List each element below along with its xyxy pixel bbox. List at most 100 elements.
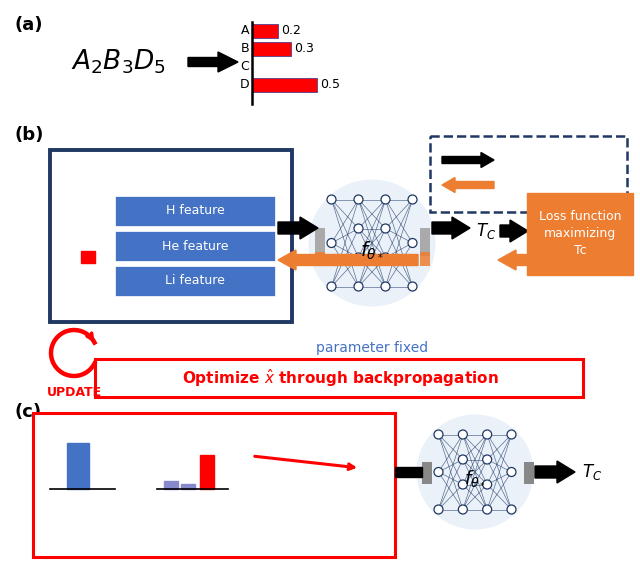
Text: Li feature: Li feature: [165, 275, 225, 288]
Bar: [252, 78, 317, 92]
Text: (a): (a): [14, 16, 42, 34]
Circle shape: [408, 239, 417, 247]
Text: $A_2B_3D_5$: $A_2B_3D_5$: [70, 48, 166, 77]
Bar: [420, 252, 430, 266]
Text: $\hat{x}_{opt}$: $\hat{x}_{opt}$: [201, 419, 235, 445]
Polygon shape: [432, 217, 470, 239]
Circle shape: [458, 505, 467, 514]
Circle shape: [354, 282, 363, 291]
Ellipse shape: [308, 179, 435, 307]
Text: D: D: [239, 78, 249, 91]
Bar: [422, 462, 432, 484]
Circle shape: [483, 505, 492, 514]
Bar: [181, 484, 195, 489]
Bar: [164, 481, 178, 489]
Circle shape: [507, 505, 516, 514]
Text: Loss function
maximizing
Tc: Loss function maximizing Tc: [539, 211, 621, 258]
Bar: [200, 455, 214, 489]
Text: H: H: [65, 200, 74, 214]
Text: B: B: [241, 42, 249, 55]
Text: Fixed: Fixed: [64, 508, 102, 521]
Text: A: A: [241, 25, 249, 38]
Text: +: +: [125, 460, 145, 484]
Polygon shape: [188, 52, 238, 72]
Circle shape: [381, 282, 390, 291]
Circle shape: [327, 239, 336, 247]
Circle shape: [434, 430, 443, 439]
Text: (b): (b): [14, 126, 44, 144]
Text: $f_{\theta_*}$: $f_{\theta_*}$: [464, 469, 486, 488]
Polygon shape: [395, 467, 422, 477]
Circle shape: [483, 480, 492, 489]
Bar: [252, 42, 291, 56]
Text: $T_C$: $T_C$: [476, 221, 496, 241]
Text: Optimizable: Optimizable: [155, 508, 239, 521]
Text: $T_C$: $T_C$: [582, 462, 602, 482]
Circle shape: [507, 468, 516, 477]
Circle shape: [327, 195, 336, 204]
Text: :: :: [70, 283, 76, 301]
Circle shape: [434, 505, 443, 514]
Text: He feature: He feature: [162, 239, 228, 252]
Polygon shape: [500, 220, 528, 242]
Text: $a$: $a$: [182, 158, 202, 187]
Text: C: C: [240, 61, 249, 74]
Bar: [420, 228, 430, 256]
Bar: [252, 24, 278, 38]
Polygon shape: [442, 178, 494, 192]
Circle shape: [483, 430, 492, 439]
Polygon shape: [442, 152, 494, 167]
Text: H: H: [54, 490, 62, 500]
Text: Li: Li: [65, 251, 76, 263]
FancyBboxPatch shape: [115, 266, 275, 296]
Text: $f_{\theta_*}$: $f_{\theta_*}$: [360, 239, 384, 259]
Text: backward: backward: [500, 178, 568, 192]
Circle shape: [381, 224, 390, 233]
Bar: [315, 252, 325, 266]
FancyBboxPatch shape: [50, 150, 292, 322]
Text: UPDATE: UPDATE: [47, 386, 102, 399]
Polygon shape: [498, 250, 528, 270]
Circle shape: [458, 430, 467, 439]
Text: 0.2: 0.2: [281, 25, 301, 38]
Circle shape: [408, 282, 417, 291]
Bar: [67, 443, 89, 489]
Text: 0.5: 0.5: [320, 78, 340, 91]
Text: forward: forward: [500, 153, 554, 167]
Text: 0.3: 0.3: [294, 42, 314, 55]
Circle shape: [458, 480, 467, 489]
Text: Li: Li: [200, 490, 210, 500]
Circle shape: [507, 430, 516, 439]
Circle shape: [354, 224, 363, 233]
Text: $\hat{x}$: $\hat{x}$: [370, 458, 386, 482]
Circle shape: [408, 195, 417, 204]
Bar: [524, 462, 534, 484]
Bar: [315, 228, 325, 256]
FancyBboxPatch shape: [115, 196, 275, 226]
Text: He: He: [177, 490, 193, 500]
Circle shape: [381, 195, 390, 204]
Circle shape: [458, 455, 467, 464]
FancyBboxPatch shape: [527, 193, 633, 275]
Text: $\cdot$: $\cdot$: [99, 227, 105, 247]
FancyBboxPatch shape: [95, 359, 583, 397]
FancyBboxPatch shape: [33, 413, 395, 557]
Text: H: H: [165, 490, 173, 500]
Text: :: :: [189, 299, 195, 317]
Circle shape: [483, 455, 492, 464]
Text: ⋯: ⋯: [218, 490, 228, 500]
Polygon shape: [278, 250, 418, 270]
Ellipse shape: [417, 415, 534, 529]
Text: Li: Li: [85, 490, 95, 500]
Text: H feature: H feature: [166, 204, 225, 218]
Polygon shape: [535, 461, 575, 483]
Bar: [81, 251, 95, 263]
FancyBboxPatch shape: [430, 136, 627, 212]
Circle shape: [354, 253, 363, 262]
Text: $x_c$: $x_c$: [78, 423, 98, 441]
Polygon shape: [278, 217, 318, 239]
Text: Optimize $\hat{x}$ through backpropagation: Optimize $\hat{x}$ through backpropagati…: [182, 367, 499, 389]
Circle shape: [327, 282, 336, 291]
Text: He: He: [65, 490, 81, 500]
Text: ⋯: ⋯: [101, 490, 113, 500]
